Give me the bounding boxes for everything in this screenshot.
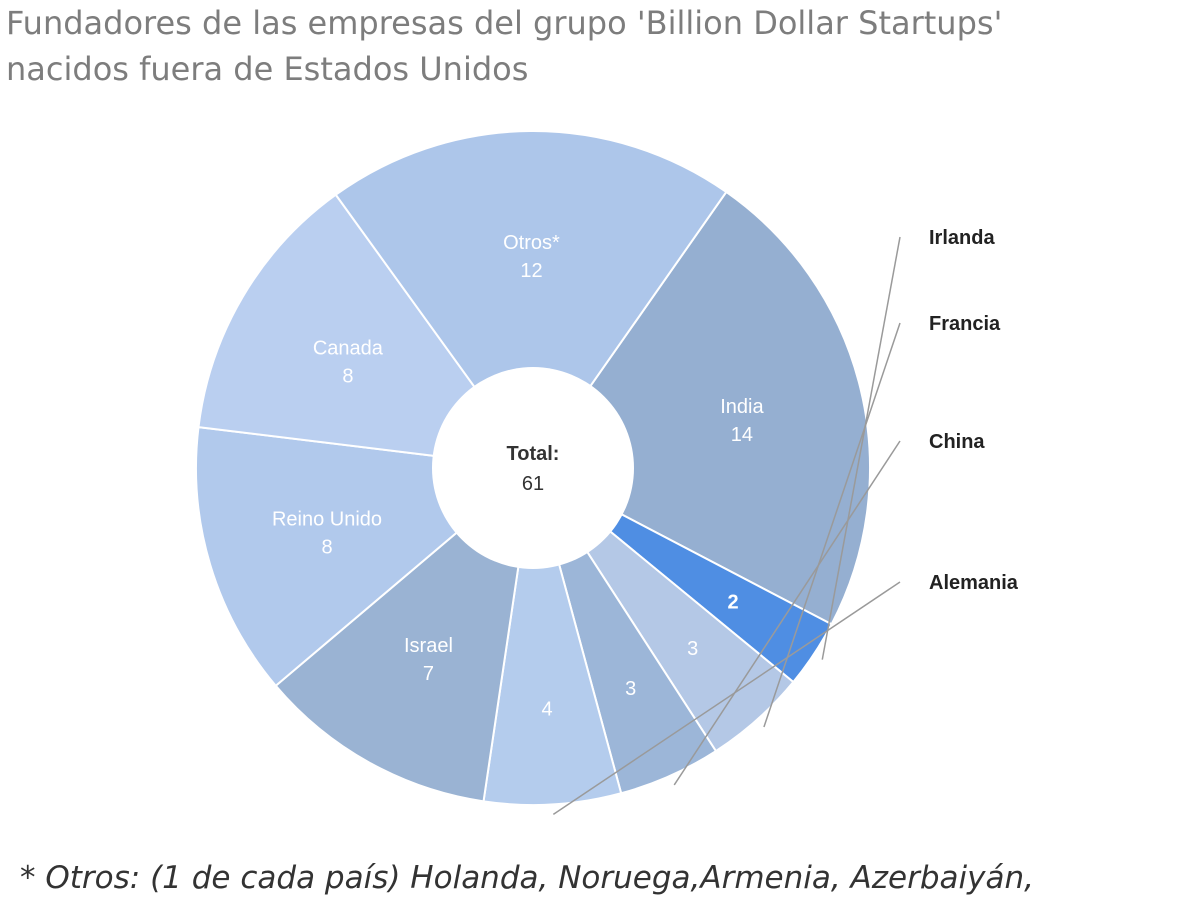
- center-total-value: 61: [522, 473, 544, 495]
- callout-alemania: Alemania: [929, 572, 1019, 594]
- chart-title-line-1: Fundadores de las empresas del grupo 'Bi…: [6, 4, 1003, 42]
- slice-israel: [274, 465, 535, 803]
- leader-line-alemania: [552, 581, 901, 816]
- leader-line-francia: [763, 322, 901, 728]
- slice-value-alemania: 4: [542, 699, 553, 721]
- leader-line-china: [673, 440, 901, 786]
- slice-value-francia: 3: [687, 638, 698, 660]
- slice-value-otros: 12: [520, 260, 542, 282]
- slice-label-otros: Otros*: [503, 232, 560, 254]
- slice-value-india: 14: [731, 424, 753, 446]
- slice-value-israel: 7: [423, 663, 434, 685]
- chart-title-line-2: nacidos fuera de Estados Unidos: [6, 50, 529, 88]
- donut-hole: [432, 367, 634, 569]
- footnote: * Otros: (1 de cada país) Holanda, Norue…: [20, 860, 1034, 896]
- callout-francia: Francia: [929, 313, 1001, 335]
- slice-value-reino-unido: 8: [321, 537, 332, 559]
- chart-title: Fundadores de las empresas del grupo 'Bi…: [6, 0, 1196, 92]
- slice-label-israel: Israel: [404, 635, 453, 657]
- callout-china: China: [929, 431, 985, 453]
- slice-value-china: 3: [625, 678, 636, 700]
- slice-value-canada: 8: [342, 366, 353, 388]
- slice-label-india: India: [720, 396, 764, 418]
- donut-labels: India 14 2 Irlanda 3 Francia 3 China 4 Alemania Is…: [272, 227, 1019, 816]
- callout-irlanda: Irlanda: [929, 227, 995, 249]
- slice-india: [531, 190, 871, 626]
- slice-label-canada: Canada: [313, 338, 384, 360]
- slice-label-reino-unido: Reino Unido: [272, 509, 382, 531]
- slice-alemania: [482, 467, 623, 806]
- leader-line-irlanda: [821, 236, 901, 660]
- slice-value-irlanda: 2: [728, 592, 739, 614]
- slice-otros: [334, 130, 728, 470]
- center-total-label: Total:: [507, 443, 560, 465]
- slice-canada: [197, 193, 536, 470]
